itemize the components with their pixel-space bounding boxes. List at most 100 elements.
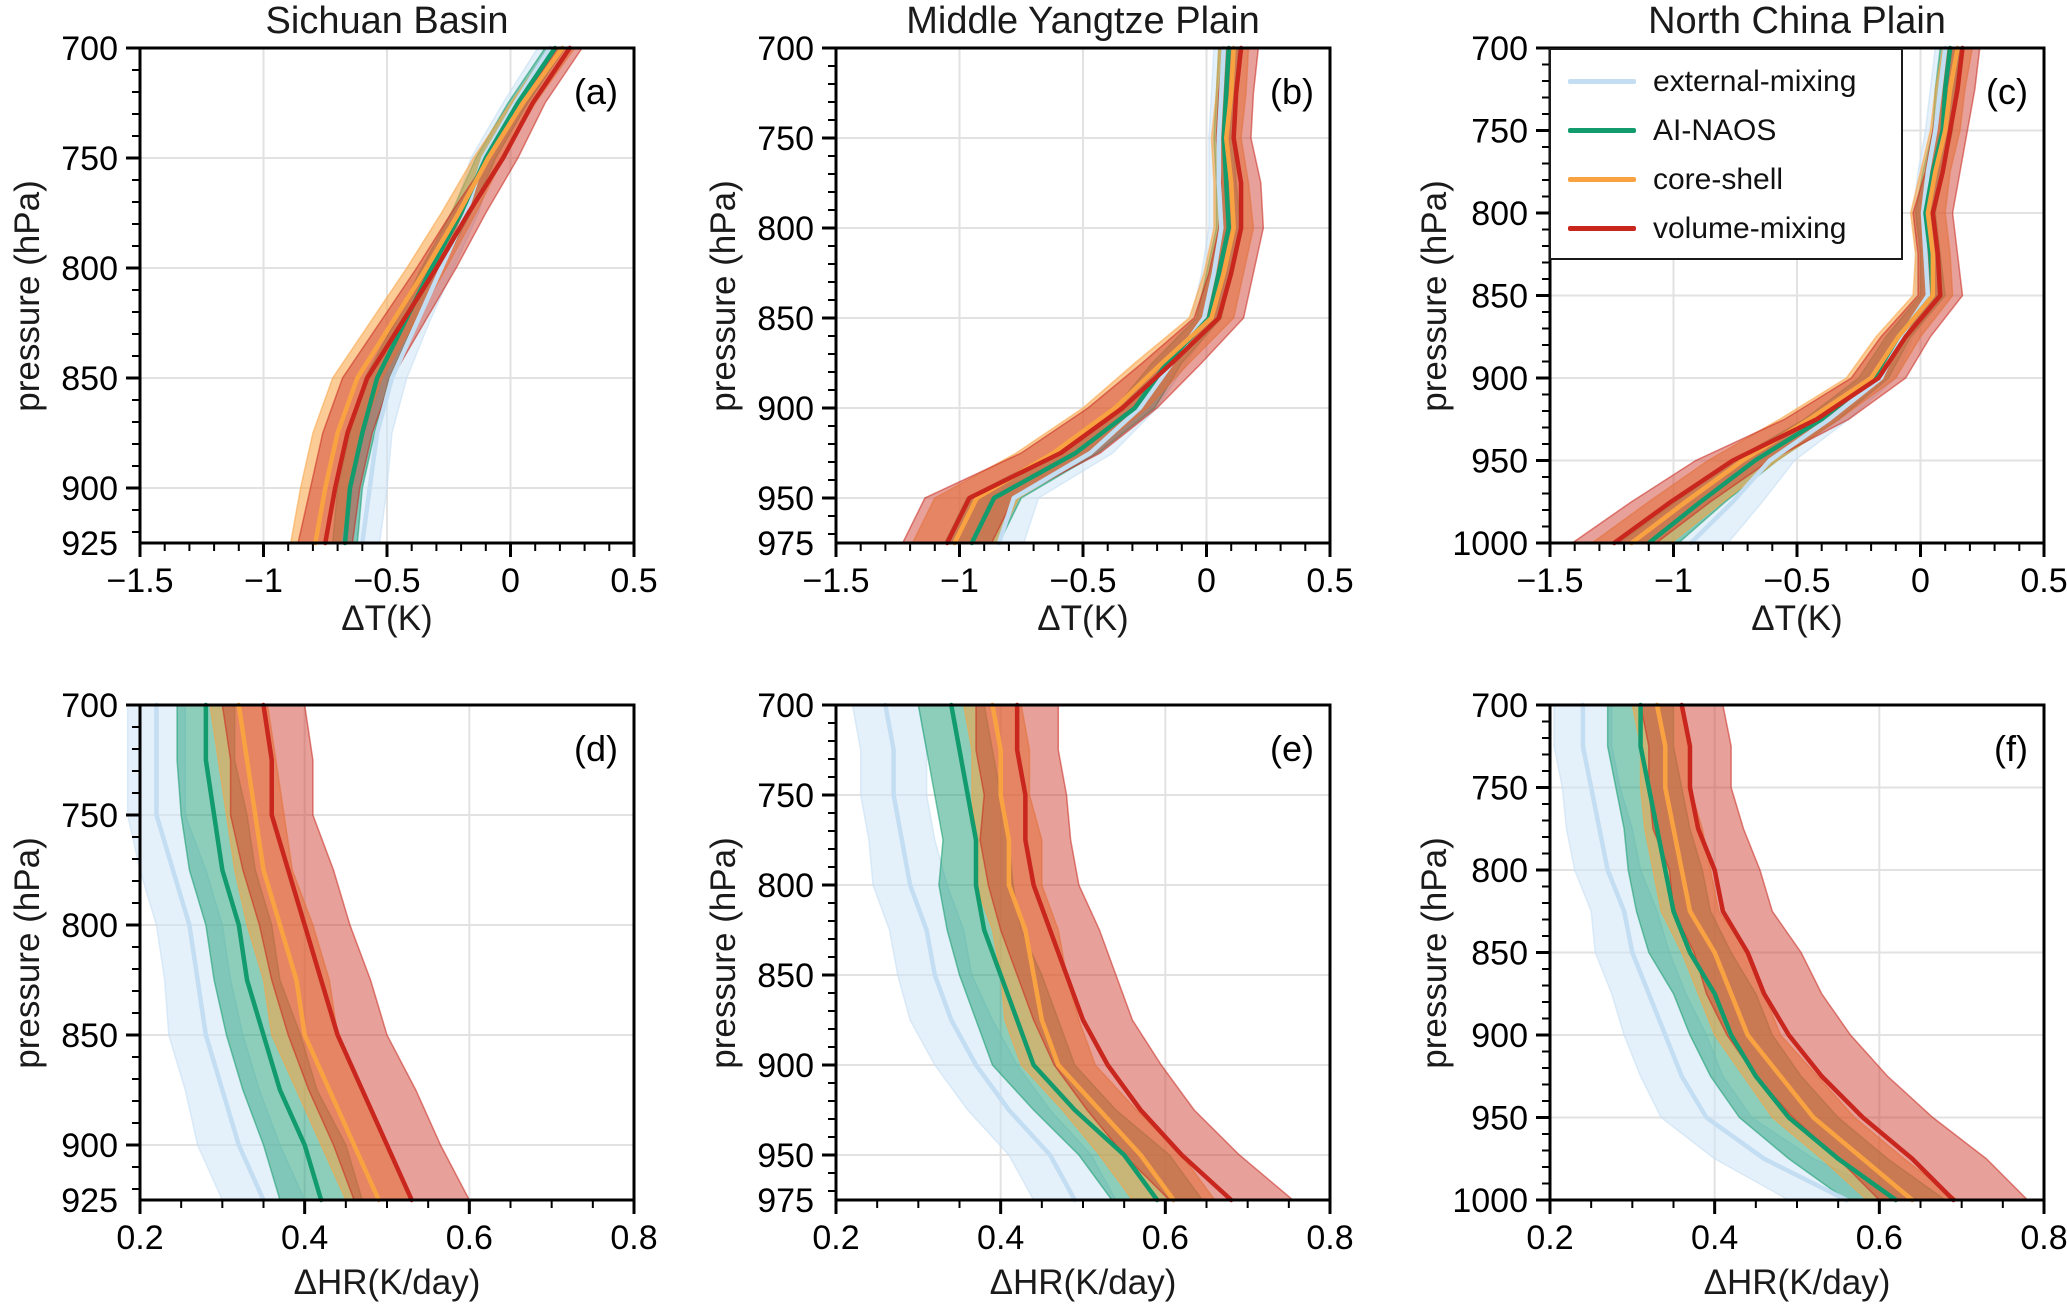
y-tick-label: 900 bbox=[1471, 1017, 1528, 1055]
panel-a-cell: −1.5 −1 −0.5 0 0.5 700 750 800 850 900 925 (a) Sich… bbox=[0, 0, 700, 650]
y-tick-label: 800 bbox=[1471, 852, 1528, 890]
panel-e-cell: 0.2 0.4 0.6 0.8 700 750 800 850 900 950 975 (e) pre… bbox=[700, 650, 1395, 1305]
y-tick-label: 950 bbox=[1471, 443, 1528, 481]
y-tick-label: 700 bbox=[1471, 687, 1528, 725]
series-line-external-mixing bbox=[996, 45, 1227, 546]
core-shell-line-swatch bbox=[1568, 177, 1636, 182]
y-tick-label: 850 bbox=[1471, 935, 1528, 973]
y-tick-label: 750 bbox=[757, 777, 814, 815]
x-tick-label: 0.2 bbox=[1526, 1219, 1573, 1257]
y-tick-label: 950 bbox=[1471, 1100, 1528, 1138]
panel-c-canvas: −1.5 −1 −0.5 0 0.5 700 750 800 850 900 950 1000 (c) bbox=[1452, 30, 2067, 600]
legend-item-volume-mixing: volume-mixing bbox=[1551, 204, 1901, 253]
legend-label: external-mixing bbox=[1653, 64, 1857, 98]
panel-c-title: North China Plain bbox=[1648, 0, 1946, 42]
y-tick-label: 750 bbox=[61, 797, 118, 835]
series-line-volume-mixing bbox=[1679, 702, 1956, 1203]
panel-a-y-axis-title: pressure (hPa) bbox=[8, 180, 47, 412]
panel-letter: (e) bbox=[1270, 728, 1314, 769]
legend-label: AI-NAOS bbox=[1653, 113, 1777, 147]
series-line-volume-mixing bbox=[323, 45, 573, 546]
x-tick-label: 0.8 bbox=[610, 1219, 657, 1257]
series-line-external-mixing bbox=[883, 702, 1078, 1203]
series-line-volume-mixing bbox=[944, 45, 1244, 546]
panel-letter: (f) bbox=[1994, 728, 2028, 769]
external-mixing-line-swatch bbox=[1568, 79, 1636, 84]
x-tick-label: −1 bbox=[1654, 562, 1693, 600]
legend-label: core-shell bbox=[1653, 162, 1784, 196]
y-tick-label: 850 bbox=[757, 957, 814, 995]
panel-letter: (d) bbox=[574, 728, 618, 769]
series-line-core-shell bbox=[1654, 702, 1915, 1203]
y-tick-label: 800 bbox=[1471, 195, 1528, 233]
x-tick-label: 0.8 bbox=[2020, 1219, 2067, 1257]
series-line-core-shell bbox=[236, 702, 382, 1203]
legend-item-external-mixing: external-mixing bbox=[1551, 57, 1901, 106]
legend-label: volume-mixing bbox=[1653, 211, 1847, 245]
x-tick-label: 0.4 bbox=[1691, 1219, 1738, 1257]
panel-c-cell: −1.5 −1 −0.5 0 0.5 700 750 800 850 900 950 1000 (c) … bbox=[1395, 0, 2067, 650]
series-line-external-mixing bbox=[1580, 702, 1849, 1203]
x-tick-label: −1 bbox=[940, 562, 979, 600]
panel-e-canvas: 0.2 0.4 0.6 0.8 700 750 800 850 900 950 975 (e) bbox=[757, 687, 1353, 1257]
series-line-volume-mixing bbox=[1014, 702, 1234, 1203]
panel-a-x-axis-title: ΔT(K) bbox=[341, 599, 433, 638]
y-tick-label: 900 bbox=[1471, 360, 1528, 398]
panel-b-cell: −1.5 −1 −0.5 0 0.5 700 750 800 850 900 950 975 (b) M… bbox=[700, 0, 1395, 650]
x-tick-label: 0.6 bbox=[1856, 1219, 1903, 1257]
y-tick-label: 900 bbox=[61, 1127, 118, 1165]
x-tick-label: −0.5 bbox=[353, 562, 420, 600]
panel-f-y-axis-title: pressure (hPa) bbox=[1415, 837, 1454, 1069]
series-line-AI-NAOS bbox=[203, 702, 324, 1203]
x-tick-label: 0.5 bbox=[1306, 562, 1353, 600]
series-line-AI-NAOS bbox=[949, 702, 1160, 1203]
x-tick-label: 0 bbox=[1911, 562, 1930, 600]
y-tick-label: 975 bbox=[757, 525, 814, 563]
y-tick-label: 1000 bbox=[1452, 525, 1528, 563]
panel-f-cell: 0.2 0.4 0.6 0.8 700 750 800 850 900 950 1000 (f) pr… bbox=[1395, 650, 2067, 1305]
y-tick-label: 800 bbox=[61, 250, 118, 288]
panel-f-canvas: 0.2 0.4 0.6 0.8 700 750 800 850 900 950 1000 (f) bbox=[1452, 687, 2067, 1257]
y-tick-label: 750 bbox=[1471, 113, 1528, 151]
panel-d-canvas: 0.2 0.4 0.6 0.8 700 750 800 850 900 925 (d) bbox=[61, 687, 657, 1257]
series-line-external-mixing bbox=[154, 702, 266, 1203]
x-tick-label: 0 bbox=[1197, 562, 1216, 600]
x-tick-label: −0.5 bbox=[1763, 562, 1830, 600]
x-tick-label: 0 bbox=[501, 562, 520, 600]
x-tick-label: −1 bbox=[244, 562, 283, 600]
y-tick-label: 700 bbox=[757, 30, 814, 68]
series-line-AI-NAOS bbox=[1638, 702, 1899, 1203]
panel-f-x-axis-title: ΔHR(K/day) bbox=[1703, 1263, 1891, 1302]
panel-a-canvas: −1.5 −1 −0.5 0 0.5 700 750 800 850 900 925 (a) bbox=[61, 30, 657, 600]
y-tick-label: 700 bbox=[61, 687, 118, 725]
y-tick-label: 900 bbox=[757, 390, 814, 428]
x-tick-label: −1.5 bbox=[802, 562, 869, 600]
x-tick-label: 0.2 bbox=[812, 1219, 859, 1257]
series-line-external-mixing bbox=[1688, 45, 1948, 546]
panel-c-y-axis-title: pressure (hPa) bbox=[1415, 180, 1454, 412]
y-tick-label: 900 bbox=[757, 1047, 814, 1085]
series-line-core-shell bbox=[990, 702, 1176, 1203]
panel-b-y-axis-title: pressure (hPa) bbox=[704, 180, 743, 412]
y-tick-label: 900 bbox=[61, 470, 118, 508]
panel-d-y-axis-title: pressure (hPa) bbox=[8, 837, 47, 1069]
panel-b-canvas: −1.5 −1 −0.5 0 0.5 700 750 800 850 900 950 975 (b) bbox=[757, 30, 1353, 600]
x-tick-label: 0.4 bbox=[281, 1219, 328, 1257]
panel-b-title: Middle Yangtze Plain bbox=[906, 0, 1260, 42]
panel-letter: (a) bbox=[574, 71, 618, 112]
y-tick-label: 800 bbox=[757, 867, 814, 905]
y-tick-label: 700 bbox=[61, 30, 118, 68]
panel-d-cell: 0.2 0.4 0.6 0.8 700 750 800 850 900 925 (d) pressu… bbox=[0, 650, 700, 1305]
x-tick-label: −1.5 bbox=[1516, 562, 1583, 600]
legend-item-core-shell: core-shell bbox=[1551, 155, 1901, 204]
series-line-core-shell bbox=[313, 45, 565, 546]
x-tick-label: 0.2 bbox=[116, 1219, 163, 1257]
y-tick-label: 925 bbox=[61, 525, 118, 563]
y-tick-label: 750 bbox=[757, 120, 814, 158]
y-tick-label: 700 bbox=[1471, 30, 1528, 68]
panel-d-x-axis-title: ΔHR(K/day) bbox=[293, 1263, 481, 1302]
panel-c-x-axis-title: ΔT(K) bbox=[1751, 599, 1843, 638]
series-line-AI-NAOS bbox=[969, 45, 1231, 546]
y-tick-label: 1000 bbox=[1452, 1182, 1528, 1220]
